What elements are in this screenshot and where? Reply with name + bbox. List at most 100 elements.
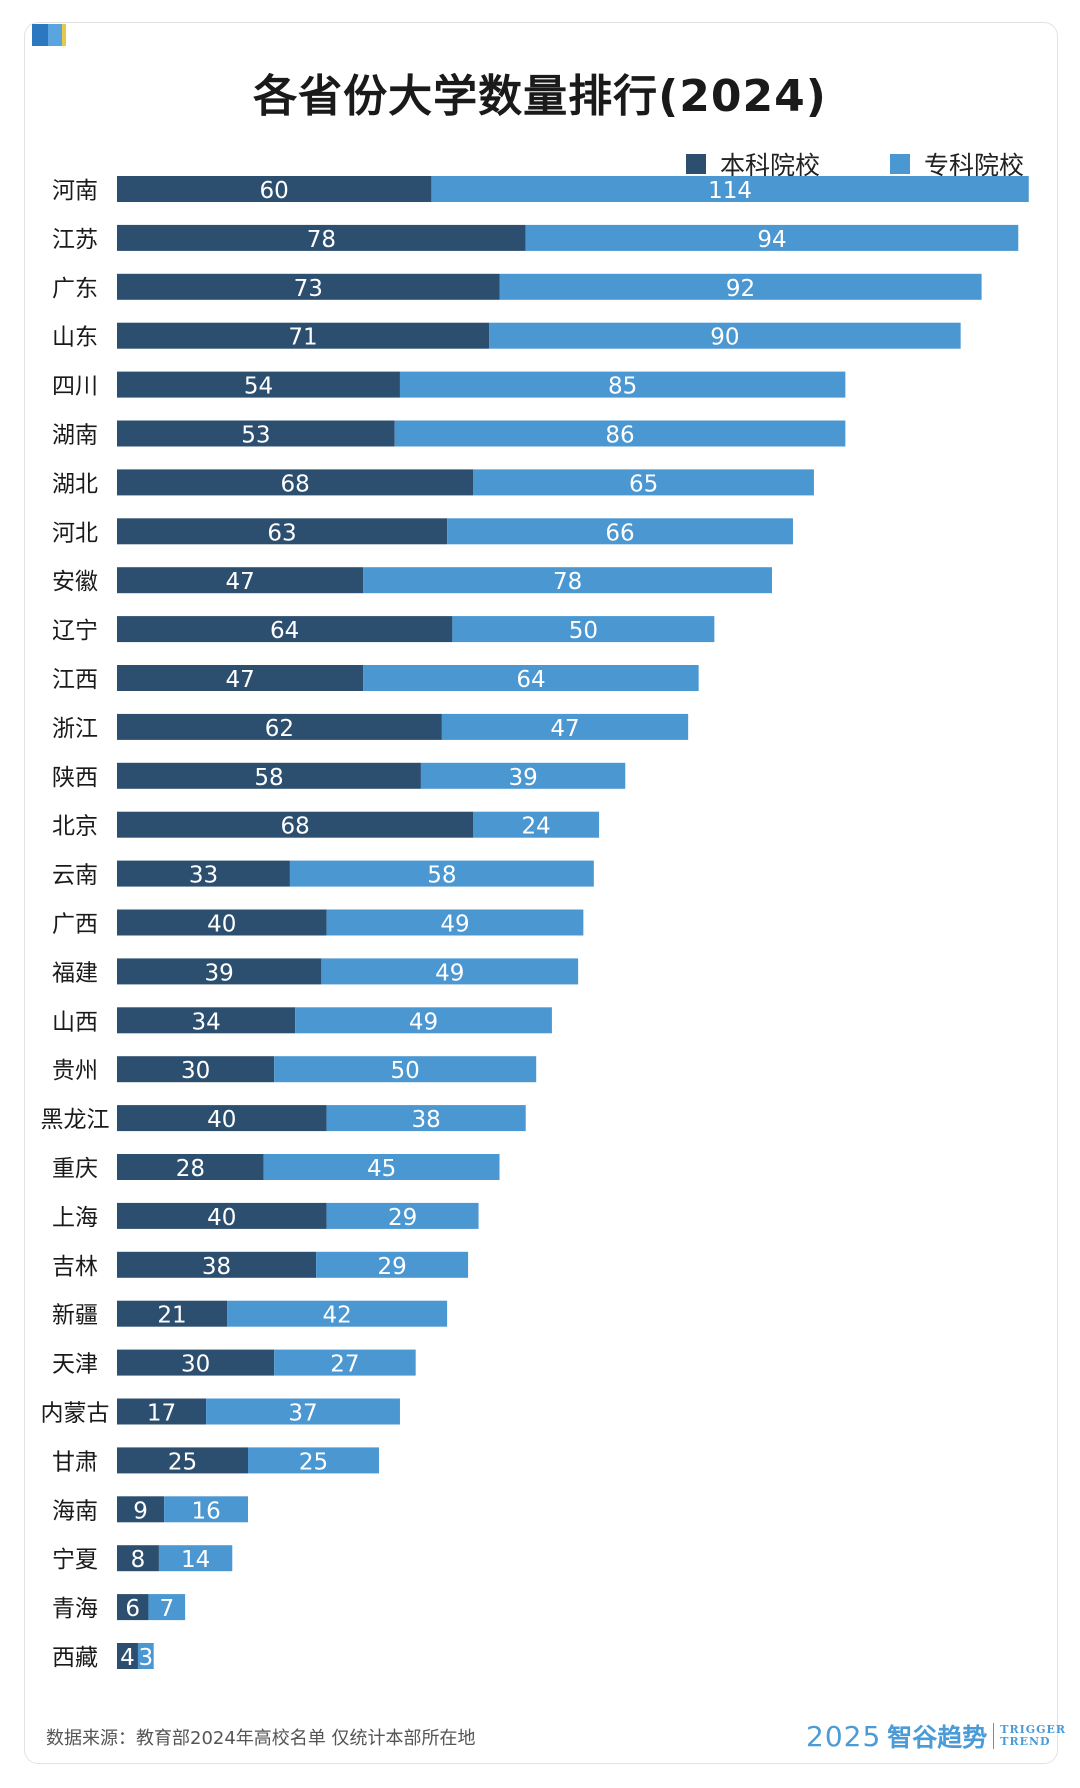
value-label-vocational: 49 bbox=[435, 960, 464, 986]
bar-undergrad bbox=[117, 1154, 264, 1180]
value-label-vocational: 85 bbox=[608, 374, 637, 400]
bar-vocational bbox=[489, 322, 961, 349]
bar-undergrad bbox=[117, 860, 290, 887]
value-label-vocational: 42 bbox=[322, 1303, 351, 1329]
bar-vocational bbox=[363, 567, 772, 594]
value-label-undergrad: 6 bbox=[125, 1596, 140, 1622]
value-label-undergrad: 33 bbox=[189, 863, 218, 889]
bar-vocational bbox=[473, 811, 600, 838]
bar-vocational bbox=[137, 1643, 154, 1669]
value-label-undergrad: 9 bbox=[133, 1498, 148, 1524]
value-label-vocational: 27 bbox=[330, 1352, 359, 1378]
value-label-vocational: 94 bbox=[757, 227, 786, 253]
brand-english: TRIGGER TREND bbox=[1000, 1724, 1066, 1748]
value-label-undergrad: 78 bbox=[307, 227, 336, 253]
value-label-undergrad: 68 bbox=[281, 814, 310, 840]
value-label-undergrad: 8 bbox=[131, 1547, 146, 1573]
value-label-vocational: 90 bbox=[710, 325, 739, 351]
category-label: 福建 bbox=[52, 960, 98, 986]
bar-vocational bbox=[316, 1251, 469, 1278]
bar-undergrad bbox=[117, 420, 395, 447]
bar-vocational bbox=[158, 1545, 233, 1572]
bar-vocational bbox=[326, 1202, 479, 1229]
category-label: 云南 bbox=[52, 863, 98, 889]
legend-item-undergrad: 本科院校 bbox=[686, 146, 820, 182]
category-label: 广东 bbox=[52, 276, 98, 302]
value-label-undergrad: 64 bbox=[270, 618, 299, 644]
brand-year: 2025 bbox=[806, 1719, 882, 1753]
category-label: 广西 bbox=[52, 912, 98, 938]
value-label-undergrad: 47 bbox=[225, 569, 254, 595]
bar-undergrad bbox=[117, 1349, 275, 1376]
brand-logo: 2025 智谷趋势 TRIGGER TREND bbox=[806, 1718, 1066, 1754]
chart-card bbox=[24, 22, 1058, 1764]
bar-vocational bbox=[452, 616, 715, 643]
value-label-undergrad: 4 bbox=[120, 1645, 135, 1671]
category-label: 湖北 bbox=[52, 471, 98, 497]
value-label-undergrad: 60 bbox=[260, 178, 289, 204]
bar-undergrad bbox=[117, 469, 474, 496]
value-label-undergrad: 21 bbox=[157, 1303, 186, 1329]
bar-vocational bbox=[289, 860, 594, 887]
value-label-vocational: 50 bbox=[569, 618, 598, 644]
value-label-vocational: 29 bbox=[377, 1254, 406, 1280]
bar-vocational bbox=[295, 1007, 552, 1034]
bar-undergrad bbox=[117, 273, 500, 300]
value-label-vocational: 16 bbox=[191, 1498, 220, 1524]
category-label: 宁夏 bbox=[52, 1547, 98, 1573]
category-label: 四川 bbox=[52, 374, 98, 400]
value-label-vocational: 64 bbox=[516, 667, 545, 693]
bar-vocational bbox=[420, 762, 626, 789]
bar-undergrad bbox=[117, 958, 322, 985]
bar-undergrad bbox=[117, 811, 474, 838]
bar-undergrad bbox=[117, 176, 432, 202]
bar-undergrad bbox=[117, 1398, 207, 1425]
value-label-undergrad: 47 bbox=[225, 667, 254, 693]
category-label: 辽宁 bbox=[52, 618, 98, 644]
legend-label-vocational: 专科院校 bbox=[924, 151, 1025, 180]
bar-undergrad bbox=[117, 322, 490, 349]
value-label-undergrad: 40 bbox=[207, 912, 236, 938]
value-label-vocational: 49 bbox=[409, 1009, 438, 1035]
value-label-undergrad: 17 bbox=[147, 1401, 176, 1427]
bar-undergrad bbox=[117, 713, 442, 740]
value-label-vocational: 25 bbox=[299, 1449, 328, 1475]
value-label-vocational: 3 bbox=[138, 1645, 153, 1671]
category-label: 江苏 bbox=[52, 227, 98, 253]
value-label-undergrad: 30 bbox=[181, 1058, 210, 1084]
value-label-vocational: 39 bbox=[508, 765, 537, 791]
value-label-vocational: 50 bbox=[391, 1058, 420, 1084]
bar-vocational bbox=[431, 176, 1029, 202]
bar-vocational bbox=[363, 665, 699, 691]
value-label-vocational: 37 bbox=[288, 1401, 317, 1427]
value-label-undergrad: 53 bbox=[241, 423, 270, 449]
value-label-vocational: 92 bbox=[726, 276, 755, 302]
bar-vocational bbox=[274, 1349, 416, 1376]
value-label-vocational: 29 bbox=[388, 1205, 417, 1231]
value-label-vocational: 7 bbox=[159, 1596, 174, 1622]
bar-undergrad bbox=[117, 1643, 138, 1669]
bar-vocational bbox=[399, 371, 846, 398]
value-label-vocational: 38 bbox=[412, 1107, 441, 1133]
brand-name: 智谷趋势 bbox=[887, 1723, 988, 1752]
bar-undergrad bbox=[117, 1545, 159, 1572]
bar-undergrad bbox=[117, 567, 364, 594]
value-label-vocational: 78 bbox=[553, 569, 582, 595]
bar-vocational bbox=[326, 1105, 526, 1132]
bar-undergrad bbox=[117, 1300, 228, 1327]
category-label: 上海 bbox=[52, 1205, 98, 1231]
brand-separator bbox=[993, 1723, 995, 1749]
bar-undergrad bbox=[117, 1202, 327, 1229]
value-label-vocational: 65 bbox=[629, 471, 658, 497]
bar-undergrad bbox=[117, 762, 421, 789]
bar-vocational bbox=[274, 1056, 537, 1083]
value-label-undergrad: 40 bbox=[207, 1205, 236, 1231]
bar-vocational bbox=[473, 469, 814, 496]
category-label: 贵州 bbox=[52, 1058, 98, 1084]
value-label-undergrad: 54 bbox=[244, 374, 273, 400]
bar-undergrad bbox=[117, 1251, 317, 1278]
value-label-undergrad: 28 bbox=[176, 1156, 205, 1182]
category-label: 内蒙古 bbox=[41, 1401, 110, 1427]
value-label-vocational: 86 bbox=[605, 423, 634, 449]
value-label-undergrad: 38 bbox=[202, 1254, 231, 1280]
